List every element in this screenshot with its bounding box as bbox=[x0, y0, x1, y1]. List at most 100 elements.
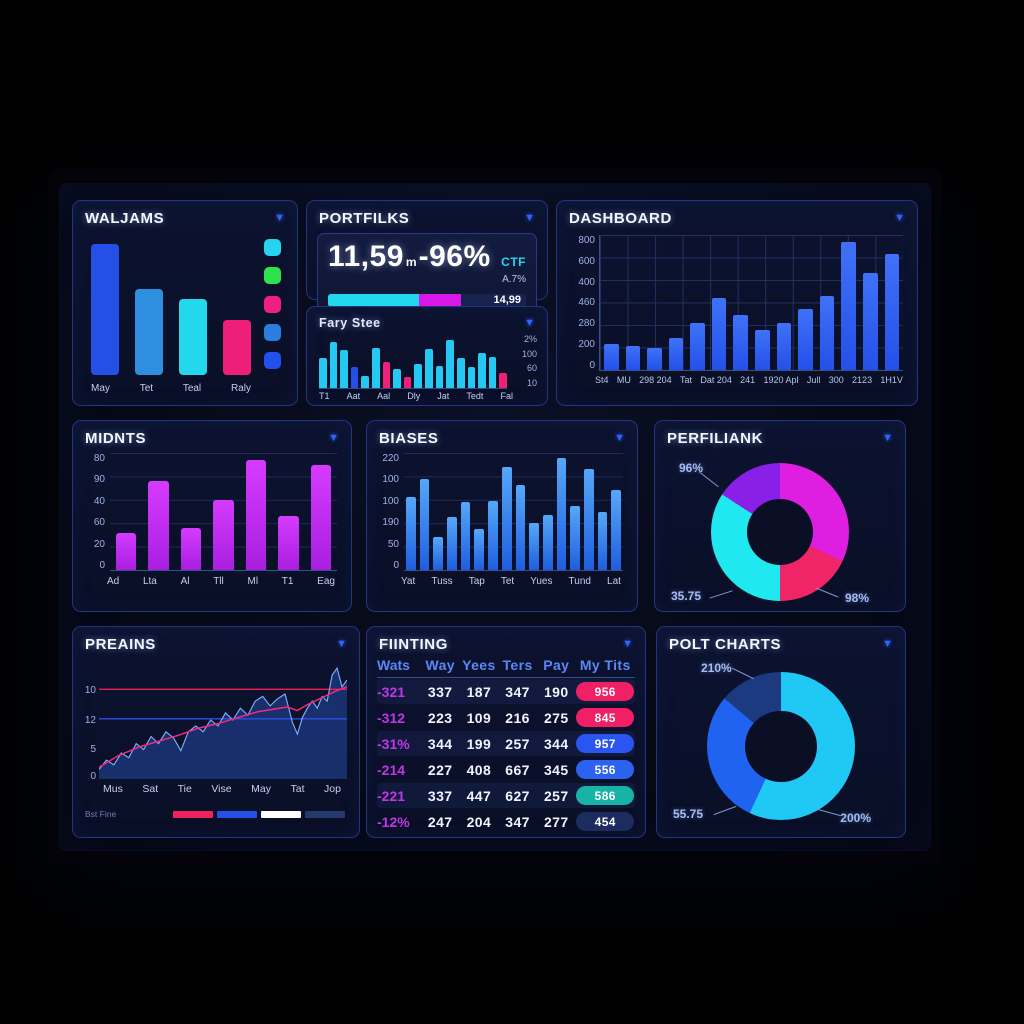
table-cell[interactable]: -31% bbox=[377, 735, 410, 752]
axis-tick-label[interactable]: 2123 bbox=[852, 375, 873, 385]
bar[interactable] bbox=[148, 481, 169, 570]
table-cell[interactable]: -312 bbox=[377, 709, 406, 726]
table-row[interactable]: -312 223 109 216 275 845 bbox=[377, 705, 635, 730]
table-cell[interactable]: 344 bbox=[543, 735, 569, 752]
bar[interactable] bbox=[425, 349, 433, 388]
table-cell[interactable]: 345 bbox=[543, 761, 569, 778]
value-badge[interactable]: 956 bbox=[576, 682, 635, 701]
chevron-down-icon[interactable]: ▼ bbox=[894, 212, 905, 224]
legend-swatch[interactable] bbox=[217, 810, 257, 818]
axis-tick-label[interactable]: Aat bbox=[346, 391, 361, 401]
chevron-down-icon[interactable]: ▼ bbox=[524, 212, 535, 224]
bar[interactable] bbox=[179, 299, 207, 375]
bar[interactable] bbox=[542, 515, 553, 570]
legend-swatch[interactable] bbox=[173, 810, 213, 818]
bar[interactable] bbox=[435, 366, 444, 388]
axis-tick-label[interactable]: 50 bbox=[387, 538, 399, 550]
column-header[interactable]: Yees bbox=[462, 657, 496, 673]
axis-tick-label[interactable]: Jop bbox=[324, 783, 341, 795]
legend-swatch[interactable] bbox=[263, 352, 281, 369]
table-cell[interactable]: 347 bbox=[505, 813, 530, 830]
axis-tick-label[interactable]: 1H1V bbox=[880, 375, 903, 385]
table-row[interactable]: -12% 247 204 347 277 454 bbox=[377, 809, 635, 834]
axis-tick-label[interactable]: 5 bbox=[90, 743, 96, 755]
badge-cell[interactable]: 586 bbox=[576, 786, 635, 805]
bar[interactable] bbox=[755, 329, 770, 370]
table-cell[interactable]: 247 bbox=[427, 813, 453, 830]
axis-tick-label[interactable]: 1920 Apl bbox=[763, 375, 799, 385]
table-cell[interactable]: 447 bbox=[466, 787, 492, 804]
column-header[interactable]: Way bbox=[425, 657, 455, 673]
badge-cell[interactable]: 556 bbox=[576, 760, 635, 779]
table-cell[interactable]: 627 bbox=[505, 787, 530, 804]
column-header[interactable]: Ters bbox=[502, 657, 533, 673]
axis-tick-label[interactable]: Lta bbox=[142, 576, 157, 587]
bar[interactable] bbox=[488, 500, 498, 570]
legend-swatch[interactable] bbox=[263, 239, 281, 256]
bar[interactable] bbox=[467, 367, 476, 388]
table-cell[interactable]: 275 bbox=[543, 709, 569, 726]
bar[interactable] bbox=[733, 314, 749, 370]
axis-tick-label[interactable]: 2% bbox=[523, 334, 537, 344]
bar[interactable] bbox=[433, 537, 444, 570]
bar[interactable] bbox=[668, 337, 684, 370]
table-cell[interactable]: 667 bbox=[505, 761, 530, 778]
table-cell[interactable]: -12% bbox=[377, 813, 410, 830]
bar[interactable] bbox=[798, 309, 813, 370]
chevron-down-icon[interactable]: ▼ bbox=[328, 432, 339, 444]
axis-tick-label[interactable]: 60 bbox=[526, 363, 537, 374]
table-cell[interactable]: -214 bbox=[377, 761, 406, 778]
table-row[interactable]: -321 337 187 347 190 956 bbox=[377, 679, 635, 704]
chevron-down-icon[interactable]: ▼ bbox=[882, 638, 893, 650]
axis-tick-label[interactable]: May bbox=[251, 783, 271, 795]
bar[interactable] bbox=[116, 532, 137, 570]
axis-tick-label[interactable]: Teal bbox=[182, 383, 202, 394]
table-cell[interactable]: 337 bbox=[427, 683, 453, 700]
table-cell[interactable]: 347 bbox=[505, 683, 530, 700]
value-badge[interactable]: 586 bbox=[576, 786, 635, 805]
legend-swatch[interactable] bbox=[261, 810, 301, 818]
axis-tick-label[interactable]: 0 bbox=[393, 559, 399, 571]
table-row[interactable]: -214 227 408 667 345 556 bbox=[377, 757, 635, 782]
bar[interactable] bbox=[329, 342, 338, 388]
axis-tick-label[interactable]: May bbox=[91, 383, 110, 394]
bar[interactable] bbox=[245, 460, 267, 570]
axis-tick-label[interactable]: St4 bbox=[595, 375, 609, 385]
value-badge[interactable]: 845 bbox=[576, 708, 635, 727]
axis-tick-label[interactable]: Al bbox=[180, 576, 190, 587]
bar[interactable] bbox=[278, 516, 299, 570]
axis-tick-label[interactable]: 12 bbox=[84, 715, 96, 727]
chevron-down-icon[interactable]: ▼ bbox=[336, 638, 347, 650]
axis-tick-label[interactable]: Ad bbox=[107, 576, 120, 587]
bar[interactable] bbox=[382, 362, 391, 388]
axis-tick-label[interactable]: 220 bbox=[382, 453, 399, 464]
bar[interactable] bbox=[647, 348, 662, 370]
chevron-down-icon[interactable]: ▼ bbox=[614, 432, 625, 444]
axis-tick-label[interactable]: Ml bbox=[247, 576, 259, 587]
bar[interactable] bbox=[556, 457, 567, 570]
table-cell[interactable]: 216 bbox=[505, 709, 530, 726]
bar[interactable] bbox=[515, 484, 526, 570]
axis-tick-label[interactable]: Mus bbox=[103, 783, 123, 795]
column-header[interactable]: My Tits bbox=[579, 657, 631, 673]
bar[interactable] bbox=[350, 367, 359, 388]
value-badge[interactable]: 454 bbox=[576, 812, 635, 831]
axis-tick-label[interactable]: Dat 204 bbox=[700, 375, 732, 385]
table-cell[interactable]: 187 bbox=[466, 683, 492, 700]
bar[interactable] bbox=[135, 289, 163, 375]
axis-tick-label[interactable]: 0 bbox=[589, 359, 595, 371]
axis-tick-label[interactable]: 10 bbox=[84, 684, 96, 696]
bar[interactable] bbox=[361, 376, 370, 388]
axis-tick-label[interactable]: Tat bbox=[680, 375, 693, 385]
bar[interactable] bbox=[393, 369, 401, 388]
axis-tick-label[interactable]: Jull bbox=[806, 375, 821, 385]
table-cell[interactable]: -321 bbox=[377, 683, 406, 700]
axis-tick-label[interactable]: Tll bbox=[213, 576, 224, 587]
legend-swatch[interactable] bbox=[263, 323, 281, 341]
bar[interactable] bbox=[611, 490, 621, 570]
axis-tick-label[interactable]: 0 bbox=[99, 559, 105, 571]
table-cell[interactable]: 408 bbox=[466, 761, 492, 778]
bar[interactable] bbox=[529, 523, 539, 570]
axis-tick-label[interactable]: Raly bbox=[230, 383, 251, 394]
axis-tick-label[interactable]: MU bbox=[616, 375, 631, 385]
